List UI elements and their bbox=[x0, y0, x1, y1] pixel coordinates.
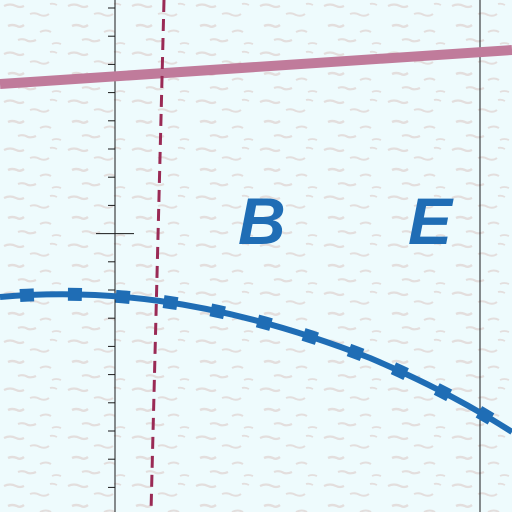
boundary-dashed-line bbox=[149, 0, 166, 512]
grid-ticks bbox=[96, 7, 134, 488]
river-bank-marks bbox=[0, 287, 512, 438]
road-line bbox=[0, 45, 512, 89]
